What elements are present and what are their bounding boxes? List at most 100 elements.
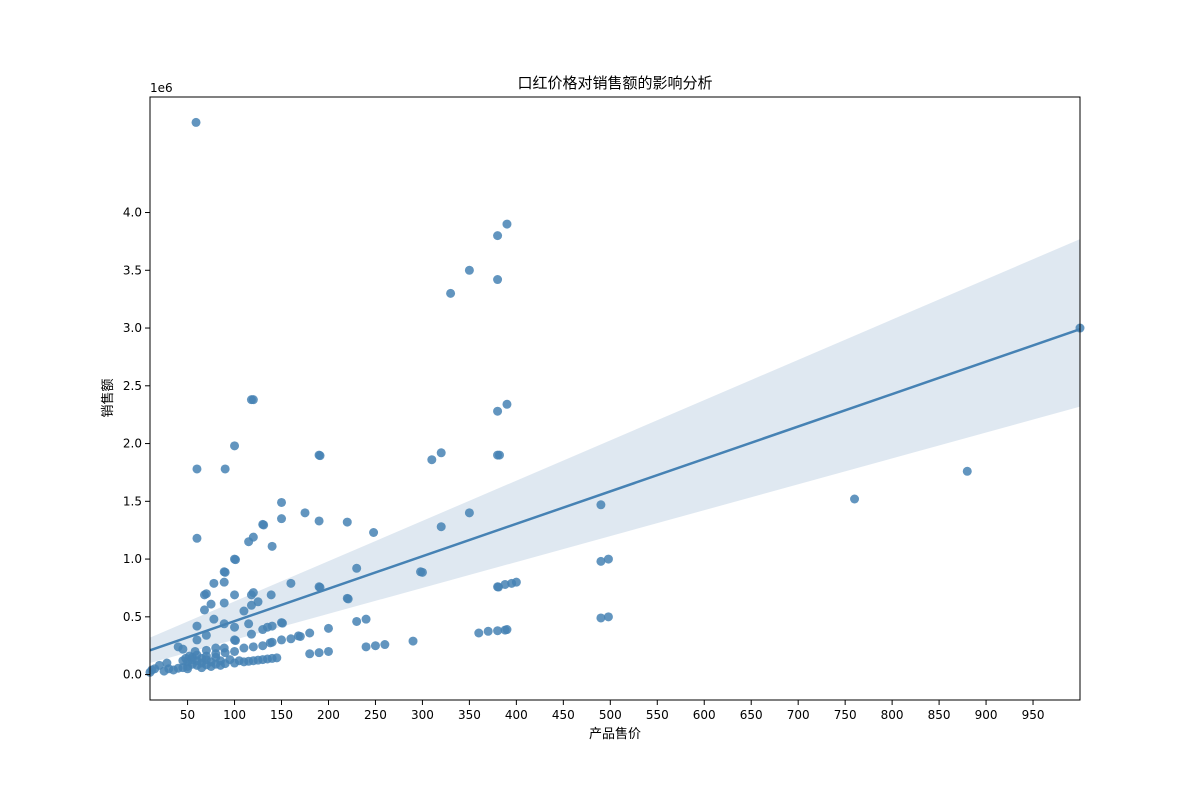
data-point — [493, 231, 503, 241]
data-point — [493, 626, 503, 636]
regression-line-layer — [149, 328, 1081, 652]
data-point — [493, 275, 503, 285]
x-tick-label: 550 — [646, 708, 669, 722]
data-point — [259, 520, 269, 530]
data-point — [305, 649, 315, 659]
data-point — [239, 606, 249, 616]
data-point — [464, 265, 474, 275]
x-tick-label: 200 — [317, 708, 340, 722]
data-point — [220, 567, 230, 577]
data-point — [192, 635, 202, 645]
data-point — [239, 643, 249, 653]
x-tick-label: 450 — [552, 708, 575, 722]
data-point — [850, 494, 860, 504]
data-point — [464, 508, 474, 518]
data-point — [225, 655, 235, 665]
data-point — [305, 628, 315, 638]
y-offset-label: 1e6 — [150, 81, 173, 95]
data-point — [192, 464, 202, 474]
data-point — [446, 288, 456, 298]
data-point — [209, 578, 219, 588]
data-point — [474, 628, 484, 638]
data-point — [361, 642, 371, 652]
data-point — [244, 619, 254, 629]
x-tick-label: 700 — [787, 708, 810, 722]
data-point — [201, 655, 211, 665]
data-point — [323, 646, 333, 656]
data-point — [277, 635, 287, 645]
y-tick-label: 1.5 — [123, 494, 142, 508]
data-point — [209, 614, 219, 624]
data-point — [352, 616, 362, 626]
data-point — [502, 219, 512, 229]
data-point — [417, 567, 427, 577]
data-point — [596, 613, 606, 623]
data-point — [293, 631, 303, 641]
data-point — [178, 644, 188, 654]
data-point — [315, 451, 325, 461]
x-tick-label: 800 — [881, 708, 904, 722]
data-point — [219, 598, 229, 608]
data-point — [230, 636, 240, 646]
data-point — [191, 117, 201, 127]
x-tick-label: 650 — [740, 708, 763, 722]
data-point — [408, 636, 418, 646]
data-point — [211, 652, 221, 662]
data-point — [220, 648, 230, 658]
data-point — [192, 533, 202, 543]
data-point — [500, 625, 510, 635]
confidence-band-layer — [150, 239, 1080, 664]
data-point — [370, 641, 380, 651]
y-tick-label: 3.0 — [123, 321, 142, 335]
data-point — [436, 448, 446, 458]
data-point — [197, 663, 207, 673]
data-point — [342, 517, 352, 527]
chart-title: 口红价格对销售额的影响分析 — [517, 74, 712, 92]
data-point — [343, 594, 353, 604]
data-point — [215, 660, 225, 670]
data-point — [962, 466, 972, 476]
data-point — [159, 666, 169, 676]
y-tick-label: 2.5 — [123, 379, 142, 393]
data-point — [286, 634, 296, 644]
data-point — [248, 395, 258, 405]
data-point — [493, 406, 503, 416]
data-point — [277, 618, 287, 628]
data-point — [162, 658, 172, 668]
data-point — [596, 556, 606, 566]
confidence-band — [150, 239, 1080, 664]
data-point — [168, 665, 178, 675]
x-axis-label: 产品售价 — [589, 726, 641, 742]
data-point — [230, 646, 240, 656]
y-tick-label: 4.0 — [123, 206, 142, 220]
data-point — [230, 590, 240, 600]
x-tick-label: 50 — [180, 708, 195, 722]
data-point — [502, 399, 512, 409]
data-point — [230, 441, 240, 451]
data-point — [352, 563, 362, 573]
y-tick-label: 0.0 — [123, 668, 142, 682]
data-point — [277, 514, 287, 524]
y-tick-label: 2.0 — [123, 437, 142, 451]
data-point — [266, 590, 276, 600]
y-axis-label: 销售额 — [100, 378, 116, 417]
data-point — [219, 577, 229, 587]
data-point — [286, 578, 296, 588]
x-tick-label: 300 — [411, 708, 434, 722]
x-tick-label: 600 — [693, 708, 716, 722]
data-point — [234, 656, 244, 666]
data-point — [201, 589, 211, 599]
y-tick-label: 3.5 — [123, 263, 142, 277]
data-point — [603, 554, 613, 564]
y-axis-ticks: 0.0 0.5 1.0 1.5 2.0 2.5 3.0 3.5 4.0 — [123, 206, 150, 682]
data-point — [206, 662, 216, 671]
data-point — [230, 622, 240, 632]
data-point — [248, 642, 258, 652]
x-tick-label: 950 — [1022, 708, 1045, 722]
x-tick-label: 250 — [364, 708, 387, 722]
data-point — [494, 582, 504, 592]
x-tick-label: 400 — [505, 708, 528, 722]
data-point — [230, 555, 240, 565]
